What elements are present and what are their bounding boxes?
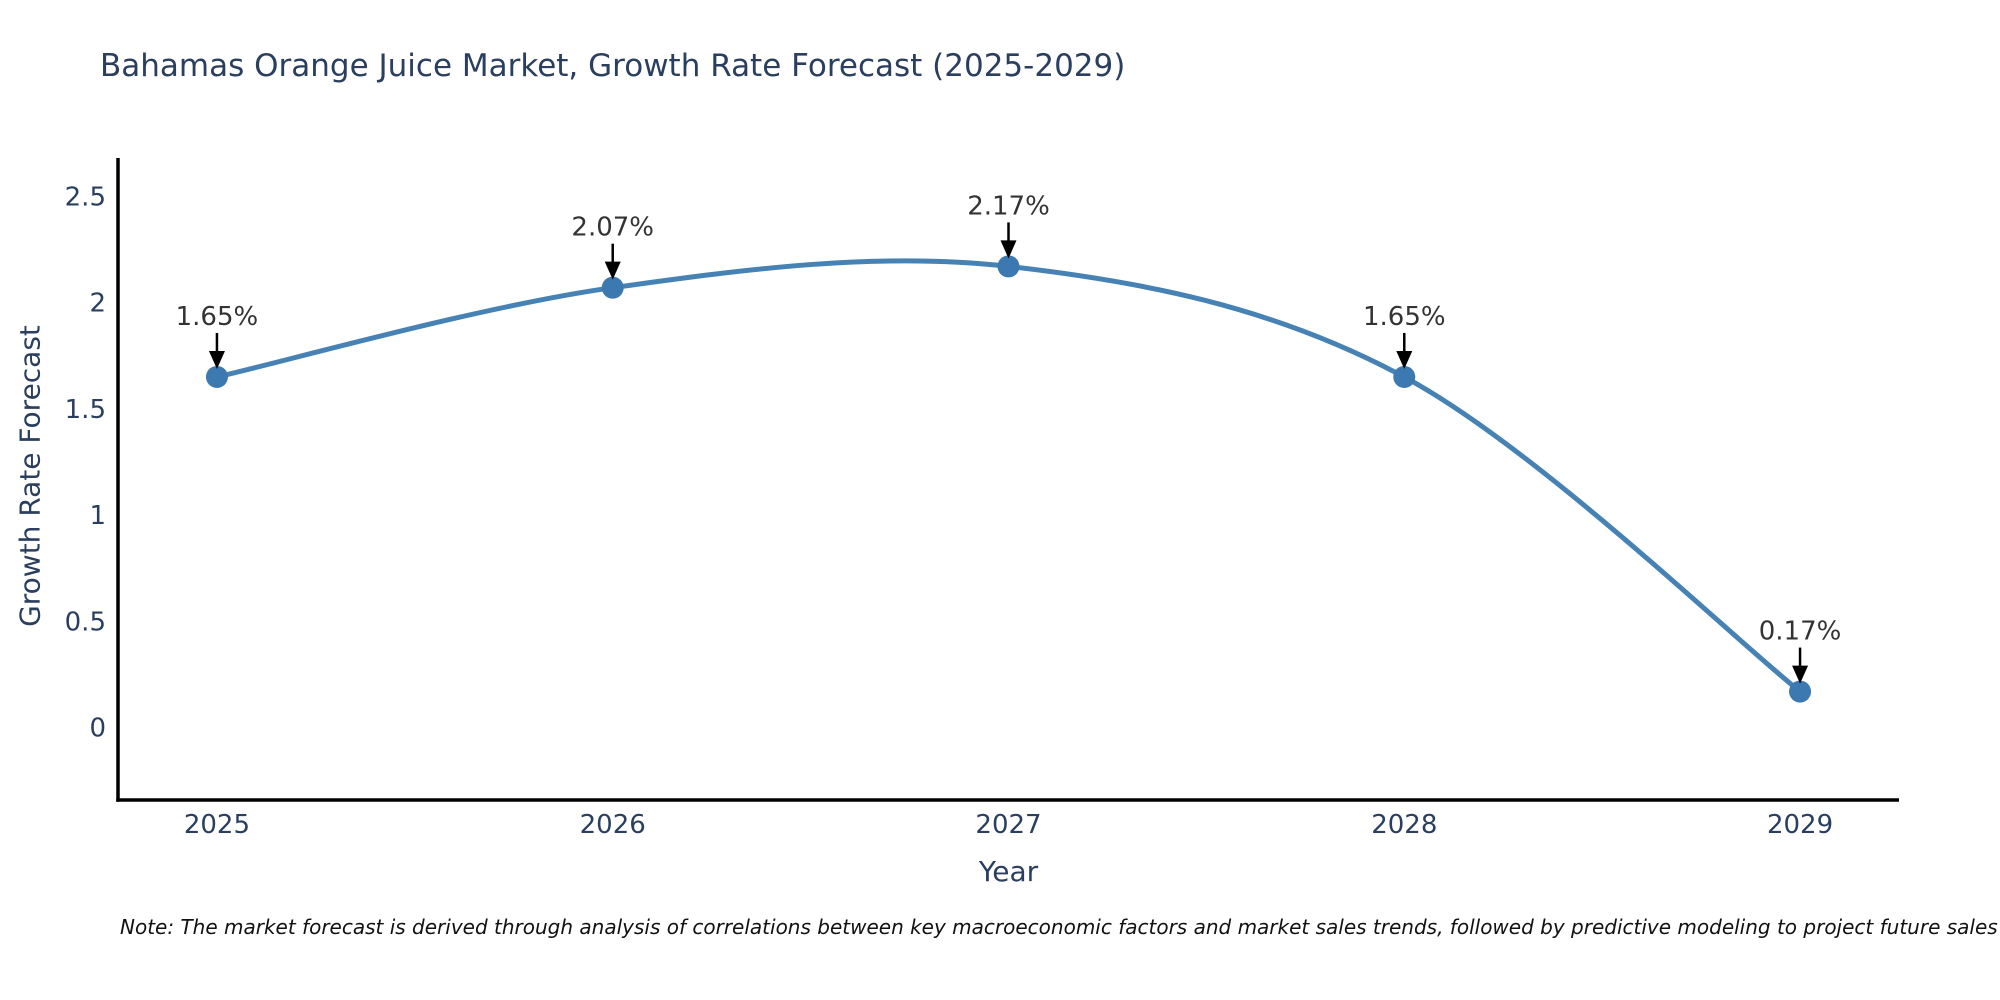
y-tick-label: 1.5 — [65, 395, 106, 425]
data-point-marker[interactable] — [997, 255, 1020, 278]
forecast-line — [214, 258, 1803, 695]
chart-title: Bahamas Orange Juice Market, Growth Rate… — [100, 48, 1126, 84]
annotation-arrow-head — [1792, 665, 1809, 684]
annotation-label: 2.07% — [571, 213, 654, 243]
data-point-marker[interactable] — [601, 276, 624, 299]
annotation-arrow-head — [604, 261, 621, 280]
annotation-label: 1.65% — [176, 302, 259, 332]
x-tick-label: 2026 — [580, 810, 646, 840]
annotation-arrow-head — [1396, 350, 1413, 369]
y-tick-label: 2 — [89, 289, 106, 319]
x-tick-label: 2029 — [1767, 810, 1833, 840]
y-tick-label: 2.5 — [65, 182, 106, 212]
annotation-arrow-head — [1000, 240, 1017, 259]
y-tick-label: 1 — [89, 501, 106, 531]
data-point-marker[interactable] — [1789, 680, 1812, 703]
footnote: Note: The market forecast is derived thr… — [120, 915, 1998, 939]
x-tick-label: 2025 — [184, 810, 250, 840]
annotation-label: 0.17% — [1759, 617, 1842, 647]
annotation-arrow-head — [208, 350, 225, 369]
data-point-marker[interactable] — [1393, 365, 1416, 388]
x-axis-title: Year — [978, 855, 1039, 888]
x-tick-label: 2027 — [975, 810, 1041, 840]
annotation-label: 1.65% — [1363, 302, 1446, 332]
y-tick-label: 0.5 — [65, 607, 106, 637]
data-point-marker[interactable] — [205, 365, 228, 388]
x-tick-label: 2028 — [1371, 810, 1437, 840]
annotation-label: 2.17% — [967, 191, 1050, 221]
y-tick-label: 0 — [89, 714, 106, 744]
